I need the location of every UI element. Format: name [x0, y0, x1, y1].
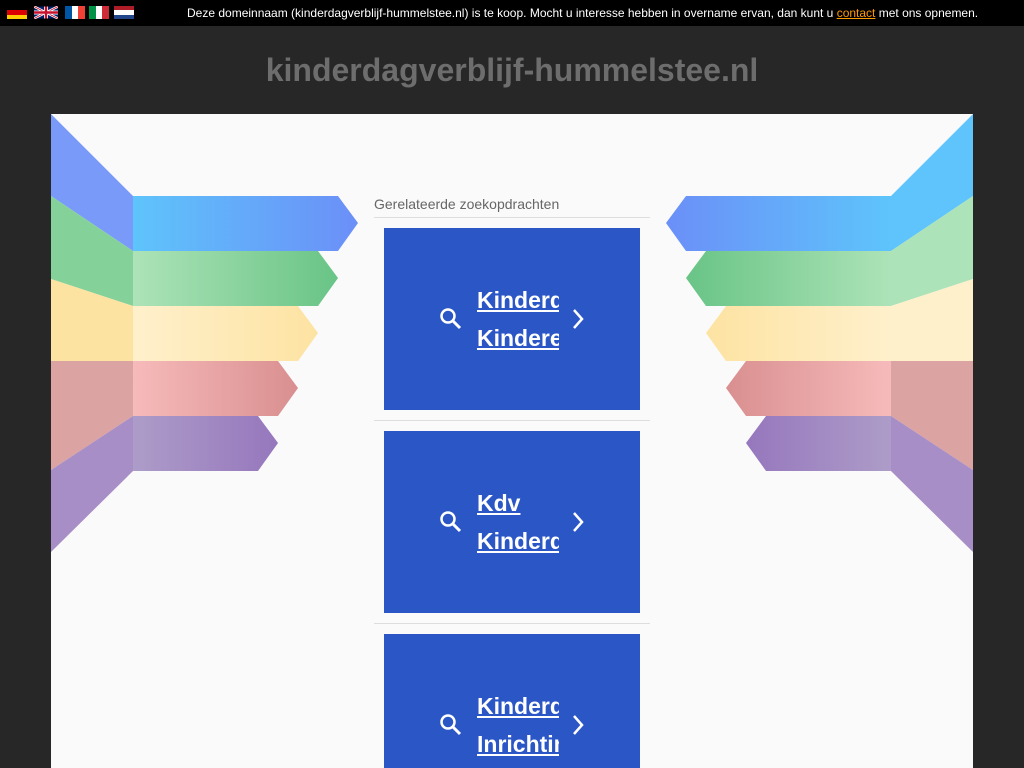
- card-line: Kindere: [477, 325, 559, 351]
- card-line: Kinderd: [477, 693, 559, 719]
- notice-text: Deze domeinnaam (kinderdagverblijf-humme…: [187, 6, 837, 20]
- flag-it-icon[interactable]: [89, 6, 110, 19]
- chevron-right-icon: [573, 512, 584, 532]
- card-line: Inrichtin: [477, 731, 559, 757]
- card-line: Kinderd: [477, 528, 559, 554]
- top-bar: Deze domeinnaam (kinderdagverblijf-humme…: [0, 0, 1024, 26]
- ribbon-decoration: [51, 114, 973, 552]
- related-searches-heading: Gerelateerde zoekopdrachten: [374, 196, 650, 218]
- flag-fr-icon[interactable]: [65, 6, 86, 19]
- search-icon: [440, 714, 462, 736]
- contact-link[interactable]: contact: [836, 6, 876, 20]
- chevron-right-icon: [573, 309, 584, 329]
- for-sale-notice: Deze domeinnaam (kinderdagverblijf-humme…: [187, 6, 978, 20]
- content-panel: Gerelateerde zoekopdrachten Kinderd Kinde…: [51, 114, 973, 768]
- card-line: Kinderd: [477, 287, 559, 313]
- related-search-card[interactable]: Kdv Kinderd: [384, 431, 640, 613]
- flag-nl-icon[interactable]: [114, 6, 134, 19]
- search-icon: [440, 511, 462, 533]
- domain-title: kinderdagverblijf-hummelstee.nl: [265, 52, 759, 88]
- chevron-right-icon: [573, 715, 584, 735]
- notice-text-end: met ons opnemen.: [875, 6, 979, 20]
- search-icon: [440, 308, 462, 330]
- card-line: Kdv: [477, 490, 521, 516]
- related-search-card[interactable]: Kinderd Inrichtin: [384, 634, 640, 768]
- flag-de-icon[interactable]: [7, 6, 27, 19]
- divider: [374, 623, 650, 624]
- flag-gb-icon[interactable]: [34, 6, 58, 19]
- left-ribbons: [51, 114, 358, 552]
- divider: [374, 420, 650, 421]
- related-search-card[interactable]: Kinderd Kindere: [384, 228, 640, 410]
- right-ribbons: [666, 114, 973, 552]
